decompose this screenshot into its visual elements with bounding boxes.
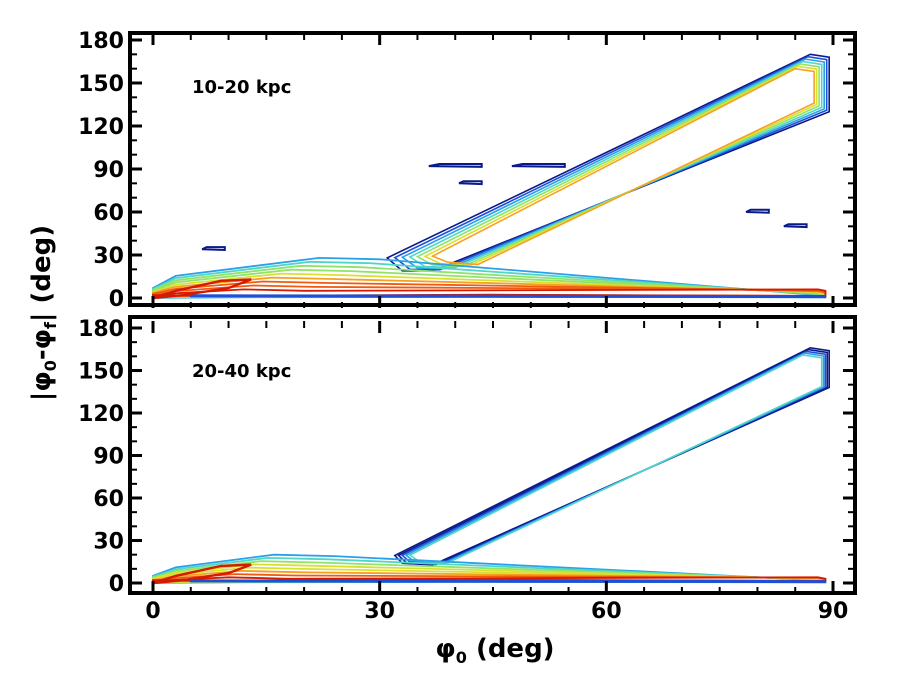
y-tick-label: 30 (93, 244, 124, 269)
plateau-base-contour (190, 294, 827, 299)
island-contour (745, 208, 770, 214)
core-contour (152, 278, 252, 300)
bottom-panel: 0 30 60 90 0 30 60 90 120 150 180 20-40 kpc (78, 315, 857, 624)
band-contour (397, 348, 829, 566)
band-contour (423, 65, 818, 267)
band-contour (408, 60, 823, 269)
band-contour (415, 63, 820, 268)
plateau-base-contour (190, 579, 827, 584)
band-contour (400, 350, 827, 565)
core-contour (152, 563, 252, 585)
island-contour (511, 163, 566, 168)
y-tick-label: 0 (109, 572, 124, 597)
band-contour (393, 55, 828, 271)
y-tick-label: 120 (78, 115, 124, 140)
x-tick-label: 90 (818, 599, 849, 624)
band-contour (404, 352, 825, 565)
y-tick-label: 150 (78, 72, 124, 97)
y-tick-label: 180 (78, 29, 124, 54)
bottom-contours (152, 346, 830, 585)
island-contour (201, 246, 226, 252)
island-contour (458, 180, 483, 186)
top-panel-frame (128, 31, 857, 307)
y-tick-label: 0 (109, 287, 124, 312)
y-tick-label: 60 (93, 487, 124, 512)
island-contour (783, 223, 808, 229)
y-tick-label: 180 (78, 317, 124, 342)
x-tick-label: 60 (591, 599, 622, 624)
y-tick-label: 30 (93, 530, 124, 555)
x-tick-label: 0 (145, 599, 160, 624)
band-contour (408, 354, 823, 564)
y-tick-label: 90 (93, 445, 124, 470)
island-contour (428, 163, 483, 168)
top-contours (152, 53, 830, 300)
x-tick-label: 30 (364, 599, 395, 624)
x-axis-title: φ0 (deg) (435, 634, 554, 667)
top-panel: 0 30 60 90 120 150 180 10-20 kpc (78, 29, 857, 312)
y-tick-label: 90 (93, 158, 124, 183)
y-tick-label: 60 (93, 201, 124, 226)
bottom-panel-label: 20-40 kpc (192, 361, 291, 382)
band-contour (393, 346, 830, 566)
y-axis-title: |φ0-φf| (deg) (27, 225, 60, 401)
y-tick-label: 150 (78, 360, 124, 385)
bottom-panel-frame (128, 315, 857, 595)
top-panel-label: 10-20 kpc (192, 77, 291, 98)
band-contour (430, 67, 815, 266)
y-tick-label: 120 (78, 402, 124, 427)
